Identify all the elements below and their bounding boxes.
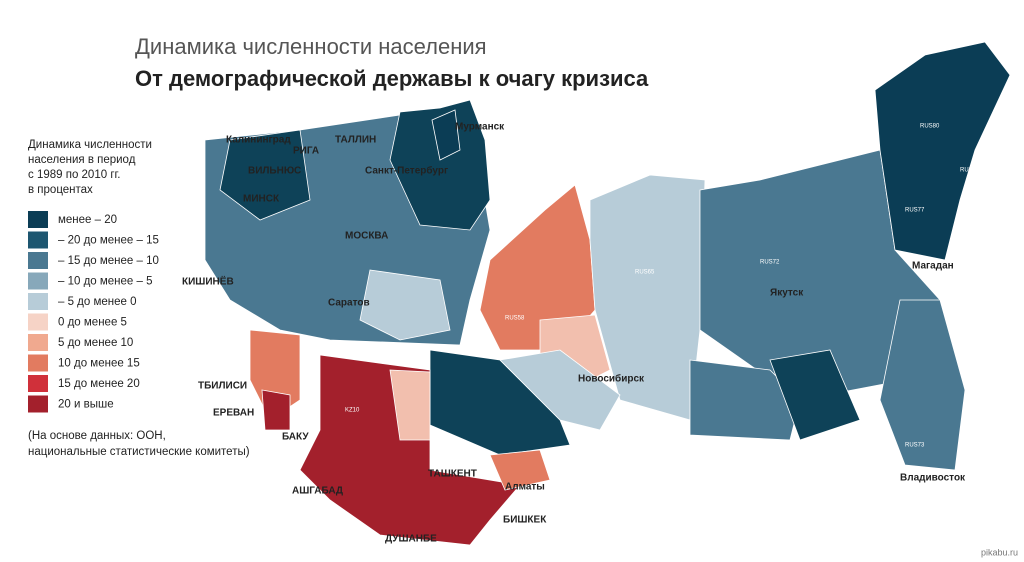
legend-label: 0 до менее 5	[58, 317, 127, 329]
region-code: RUS65	[635, 270, 655, 276]
city-label: Якутск	[770, 288, 804, 299]
legend-swatch	[28, 334, 48, 351]
city-label: Владивосток	[900, 473, 966, 484]
city-label: ТАШКЕНТ	[428, 469, 477, 480]
legend-swatch	[28, 252, 48, 269]
region-code: RUS80	[920, 124, 940, 130]
legend-label: 20 и выше	[58, 399, 114, 411]
legend-label: 10 до менее 15	[58, 358, 140, 370]
region	[879, 299, 966, 471]
legend-label: – 20 до менее – 15	[58, 235, 159, 247]
city-label: БИШКЕК	[503, 515, 547, 526]
region	[219, 129, 311, 221]
city-label: БАКУ	[282, 432, 309, 443]
legend-swatch	[28, 272, 48, 290]
city-label: ДУШАНБЕ	[385, 534, 437, 545]
legend-swatch	[28, 354, 48, 372]
legend-title: Динамика численности	[28, 139, 152, 151]
legend-swatch	[28, 211, 48, 228]
region	[489, 449, 551, 491]
city-label: КИШИНЁВ	[182, 275, 234, 288]
city-label: РИГА	[293, 146, 319, 157]
city-label: Алматы	[505, 482, 545, 493]
city-label: ЕРЕВАН	[213, 408, 254, 419]
watermark: pikabu.ru	[981, 547, 1018, 557]
city-label: ТАЛЛИН	[335, 135, 376, 146]
region	[389, 99, 491, 231]
region-code: RUS77	[905, 208, 925, 214]
legend-swatch	[28, 313, 48, 331]
region	[359, 269, 451, 341]
region	[389, 369, 431, 441]
legend-swatch	[28, 231, 48, 249]
legend-label: 5 до менее 10	[58, 337, 133, 349]
title: Динамика численности населения	[135, 34, 487, 59]
city-label: Калининград	[226, 135, 291, 146]
map	[204, 41, 1011, 546]
region-code: RUS76	[960, 168, 980, 174]
region	[874, 41, 1011, 261]
legend-title: в процентах	[28, 184, 93, 196]
region-code: RUS73	[905, 443, 925, 449]
region	[431, 109, 461, 161]
legend-label: – 5 до менее 0	[58, 296, 137, 308]
region	[499, 349, 621, 431]
legend: Динамика численности населения в период с …	[28, 139, 159, 413]
legend-label: менее – 20	[58, 214, 117, 226]
city-label: Магадан	[912, 261, 954, 272]
city-label: АШГАБАД	[292, 486, 343, 497]
city-label: МИНСК	[243, 194, 280, 205]
city-label: ТБИЛИСИ	[198, 381, 247, 392]
city-label: ВИЛЬНЮС	[248, 166, 301, 177]
legend-title: населения в период	[28, 154, 136, 166]
legend-title: с 1989 по 2010 гг.	[28, 169, 121, 181]
region-code: RUS72	[760, 260, 780, 266]
note: (На основе данных: ООН,	[28, 430, 166, 442]
note: национальные статистические комитеты)	[28, 446, 250, 458]
legend-swatch	[28, 375, 48, 392]
city-label: МОСКВА	[345, 231, 388, 242]
city-label: Саратов	[328, 298, 370, 309]
region-code: KZ10	[345, 408, 360, 414]
legend-label: – 10 до менее – 5	[58, 276, 153, 288]
region	[769, 349, 861, 441]
region-code: RUS58	[505, 316, 525, 322]
city-label: Мурманск	[455, 122, 505, 133]
city-label: Новосибирск	[578, 373, 645, 385]
region	[261, 389, 291, 431]
legend-swatch	[28, 395, 48, 413]
city-label: Санкт-Петербург	[365, 165, 448, 177]
legend-swatch	[28, 293, 48, 310]
legend-label: – 15 до менее – 10	[58, 255, 159, 267]
subtitle: От демографической державы к очагу кризи…	[135, 66, 649, 91]
legend-label: 15 до менее 20	[58, 378, 140, 390]
